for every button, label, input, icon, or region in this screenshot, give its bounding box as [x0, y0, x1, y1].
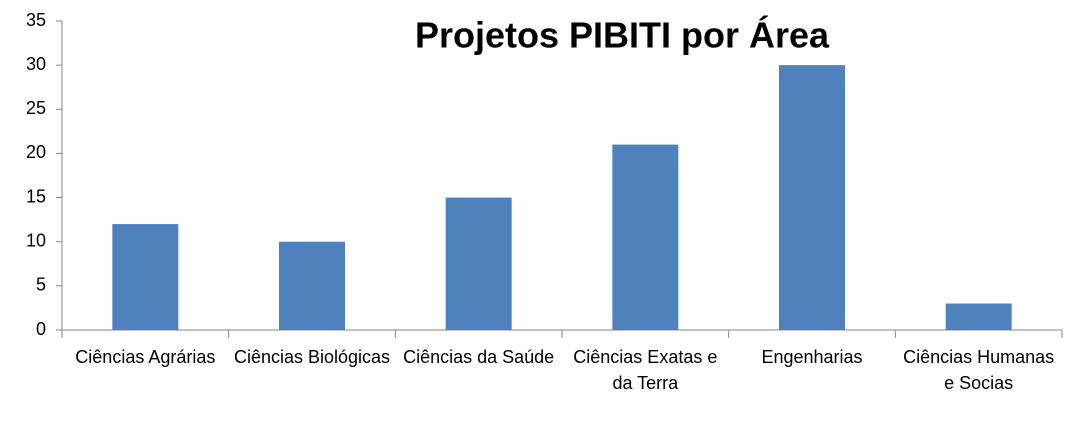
bar: [612, 144, 679, 330]
bar: [945, 303, 1012, 330]
y-tick-label: 25: [26, 98, 46, 118]
bar: [279, 241, 345, 330]
x-tick-label: Ciências Agrárias: [75, 347, 216, 367]
bar: [112, 224, 179, 330]
y-tick-label: 15: [26, 186, 46, 206]
chart-title: Projetos PIBITI por Área: [415, 15, 830, 56]
bar: [779, 65, 845, 331]
bar: [445, 197, 512, 330]
y-tick-label: 5: [36, 275, 46, 295]
y-tick-label: 10: [26, 230, 46, 250]
y-tick-label: 20: [26, 142, 46, 162]
x-tick-label: Ciências Biológicas: [233, 347, 391, 367]
y-tick-label: 0: [36, 319, 46, 339]
y-tick-label: 30: [26, 54, 46, 74]
y-tick-label: 35: [26, 10, 46, 30]
x-tick-label: Engenharias: [761, 347, 863, 367]
x-tick-label: Ciências Humanas e Socias: [903, 347, 1055, 393]
x-tick-label: Ciências da Saúde: [403, 347, 555, 367]
x-tick-label: Ciências Exatas e da Terra: [573, 347, 718, 393]
